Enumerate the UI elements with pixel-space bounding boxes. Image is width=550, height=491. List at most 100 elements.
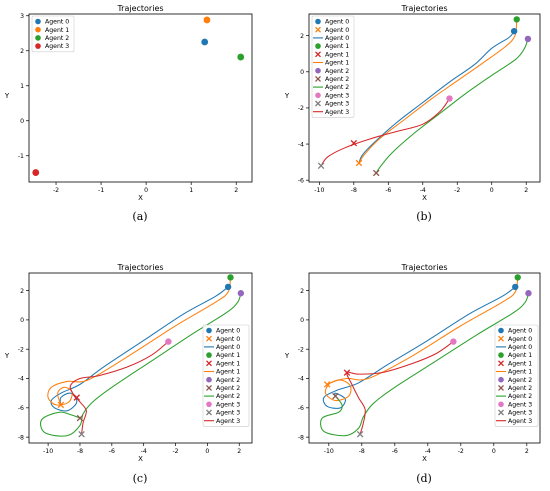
trajectory-line-agent-0 [358,30,515,164]
y-tick-label: -4 [298,376,304,383]
panel-caption: (b) [416,210,432,223]
x-axis-label: X [422,194,427,202]
legend-dot-marker [315,67,321,74]
start-marker-agent-1 [227,274,234,281]
trajectory-line-agent-2 [40,293,242,437]
legend-label: Agent 2 [325,76,349,83]
x-tick-label: -8 [359,448,365,455]
y-tick-label: 0 [300,69,304,76]
goal-marker-agent-2 [372,169,380,177]
legend-label: Agent 3 [216,418,240,425]
x-tick-label: -6 [385,187,391,194]
x-tick-label: 0 [144,187,148,194]
legend-dot-marker [498,352,504,358]
x-tick-label: 0 [490,187,494,194]
trajectory-line-agent-3 [346,341,454,435]
legend-box [31,15,75,53]
legend-x-marker [206,360,212,367]
x-tick-label: 2 [525,448,529,455]
y-tick-label: 2 [20,48,24,55]
y-tick-label: 0 [300,317,304,324]
legend-dot-marker [315,92,321,99]
panel-c: Trajectories -10 -8 -6 -4 -2 0 2 -8 -6 -4 -2 0 2 X Y Age… [4,263,253,485]
legend-label: Agent 1 [508,369,532,376]
legend-label: Agent 0 [325,35,349,42]
x-tick-label: -4 [420,187,426,194]
x-tick-label: -6 [392,448,398,455]
chart-title: Trajectories [116,4,163,13]
legend-label: Agent 2 [508,385,532,392]
y-tick-label: -2 [18,346,24,353]
start-marker-agent-0 [510,27,518,35]
goal-marker-agent-1 [343,369,351,376]
legend-dot-marker [315,18,321,25]
scatter-point-agent-1 [203,16,211,24]
x-axis-label: X [422,455,427,463]
x-tick-label: -2 [454,187,460,194]
plot-frame [28,272,253,444]
panel-d: Trajectories -10 -8 -6 -4 -2 0 2 -8 -6 -4 -2 0 2 X Y Age… [284,263,541,485]
start-marker-agent-3 [165,338,172,345]
x-tick-label: -4 [141,448,147,455]
legend-label: Agent 1 [325,60,349,67]
plot-frame [308,272,541,444]
trajectory-line-agent-0 [50,286,229,412]
start-marker-agent-3 [446,95,453,102]
goal-marker-agent-3 [356,430,364,438]
goal-marker-agent-0 [355,159,363,167]
legend-label: Agent 2 [508,377,532,384]
goal-marker-agent-3 [317,162,325,170]
legend-label: Agent 2 [45,35,69,42]
scatter-point-agent-0 [201,38,209,46]
legend-x-marker [498,409,504,416]
x-tick-label: 1 [189,187,193,194]
legend-label: Agent 3 [45,43,69,50]
x-tick-label: 0 [205,448,209,455]
start-marker-agent-2 [525,290,532,297]
legend-label: Agent 3 [508,418,532,425]
legend-dot-marker [206,327,212,334]
legend-label: Agent 1 [325,51,349,58]
scatter-point-agent-2 [237,53,245,61]
legend-box [494,324,539,427]
y-tick-label: 3 [20,13,24,20]
legend-label: Agent 0 [45,19,69,26]
goal-marker-agent-1 [350,139,358,147]
goal-marker-agent-1 [73,394,81,401]
start-marker-agent-0 [512,283,519,291]
y-tick-label: 1 [20,83,24,90]
panel-caption: (d) [416,472,432,485]
y-tick-label: 2 [300,33,304,40]
legend-label: Agent 1 [508,352,532,359]
goal-marker-agent-3 [78,430,85,438]
legend-dot-marker [498,376,504,383]
x-tick-label: -4 [425,448,431,455]
plot-area [32,16,245,176]
legend-label: Agent 0 [216,328,240,335]
trajectory-line-agent-1 [358,19,518,164]
legend-dot-marker [498,401,504,408]
plot-area [40,274,245,438]
y-tick-label: -1 [18,153,24,160]
legend-label: Agent 3 [325,109,349,116]
y-tick-label: 0 [20,118,24,125]
x-tick-label: -6 [109,448,115,455]
start-marker-agent-1 [513,16,520,23]
legend-label: Agent 3 [508,401,532,408]
legend-dot-marker [35,26,41,33]
x-tick-label: -2 [53,187,59,194]
start-marker-agent-2 [524,35,532,43]
legend-label: Agent 2 [216,377,240,384]
legend-label: Agent 0 [508,336,532,343]
legend-box [202,324,250,427]
legend-label: Agent 2 [216,385,240,392]
y-axis-label: Y [4,352,10,360]
panel-b: Trajectories -10 -8 -6 -4 -2 0 2 -6 -4 -2 0 2 X Y Agent… [284,4,541,223]
chart-title: Trajectories [400,263,447,272]
legend-x-marker [206,409,212,416]
